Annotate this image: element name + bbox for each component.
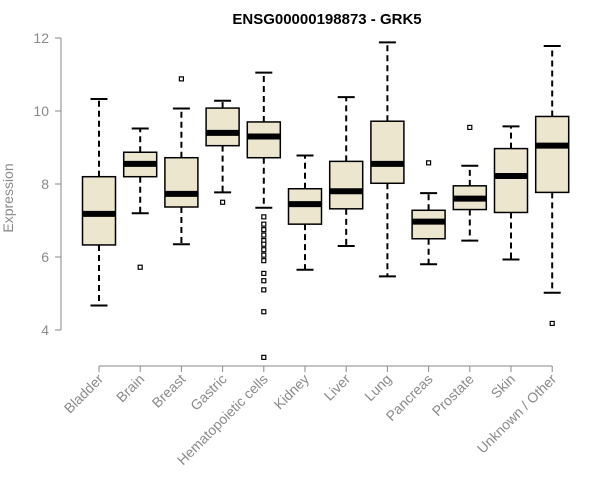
box-iqr bbox=[534, 115, 570, 194]
y-tick-label: 10 bbox=[33, 103, 49, 119]
x-tick-label: Skin bbox=[488, 371, 519, 402]
outlier-point bbox=[261, 214, 267, 220]
outlier-point bbox=[261, 309, 267, 315]
outlier-point bbox=[220, 199, 226, 205]
x-tick-label: Lung bbox=[361, 371, 394, 404]
y-axis: 4 6 8 10 12 bbox=[33, 30, 62, 338]
y-tick-label: 8 bbox=[41, 176, 49, 192]
x-tick-label: Brain bbox=[113, 371, 147, 405]
box-group bbox=[164, 76, 199, 246]
box-iqr bbox=[370, 120, 405, 185]
outlier-point bbox=[549, 320, 555, 327]
outlier-point bbox=[261, 221, 267, 227]
x-tick-label: Liver bbox=[321, 371, 354, 404]
outlier-point bbox=[467, 124, 473, 131]
box-iqr bbox=[164, 156, 199, 208]
x-tick-label: Prostate bbox=[429, 371, 477, 419]
box-iqr bbox=[205, 107, 240, 147]
outlier-point bbox=[261, 258, 267, 264]
outlier-point bbox=[137, 264, 143, 270]
outlier-point bbox=[261, 354, 267, 360]
outlier-point bbox=[426, 160, 432, 166]
box-iqr bbox=[328, 160, 364, 210]
outlier-point bbox=[261, 247, 267, 253]
box-group bbox=[411, 160, 446, 266]
box-group bbox=[370, 41, 405, 278]
y-tick-label: 12 bbox=[33, 30, 49, 46]
x-tick-label: Kidney bbox=[271, 371, 313, 413]
box-group bbox=[534, 45, 570, 327]
y-axis-label: Expression bbox=[0, 163, 16, 232]
box-iqr bbox=[81, 175, 117, 246]
box-group bbox=[246, 71, 282, 360]
outlier-point bbox=[261, 278, 267, 284]
box-group bbox=[205, 99, 240, 205]
box-group bbox=[493, 125, 529, 261]
y-tick-label: 4 bbox=[41, 322, 49, 338]
outlier-point bbox=[261, 227, 267, 233]
outlier-point bbox=[261, 232, 267, 238]
outlier-point bbox=[261, 287, 267, 293]
box-iqr bbox=[246, 121, 282, 159]
outlier-point bbox=[261, 252, 267, 258]
outlier-point bbox=[261, 270, 267, 277]
box-group bbox=[328, 96, 364, 248]
box-series bbox=[81, 41, 570, 360]
box-group bbox=[122, 127, 158, 270]
y-tick-label: 6 bbox=[41, 249, 49, 265]
box-group bbox=[81, 97, 117, 307]
x-tick-label: Bladder bbox=[61, 371, 107, 417]
box-group bbox=[452, 124, 488, 242]
outlier-point bbox=[261, 241, 267, 247]
chart-title: ENSG00000198873 - GRK5 bbox=[232, 11, 421, 28]
x-tick-label: Breast bbox=[149, 371, 189, 411]
box-group bbox=[287, 154, 323, 271]
outlier-point bbox=[178, 76, 184, 82]
box-iqr bbox=[493, 147, 529, 214]
